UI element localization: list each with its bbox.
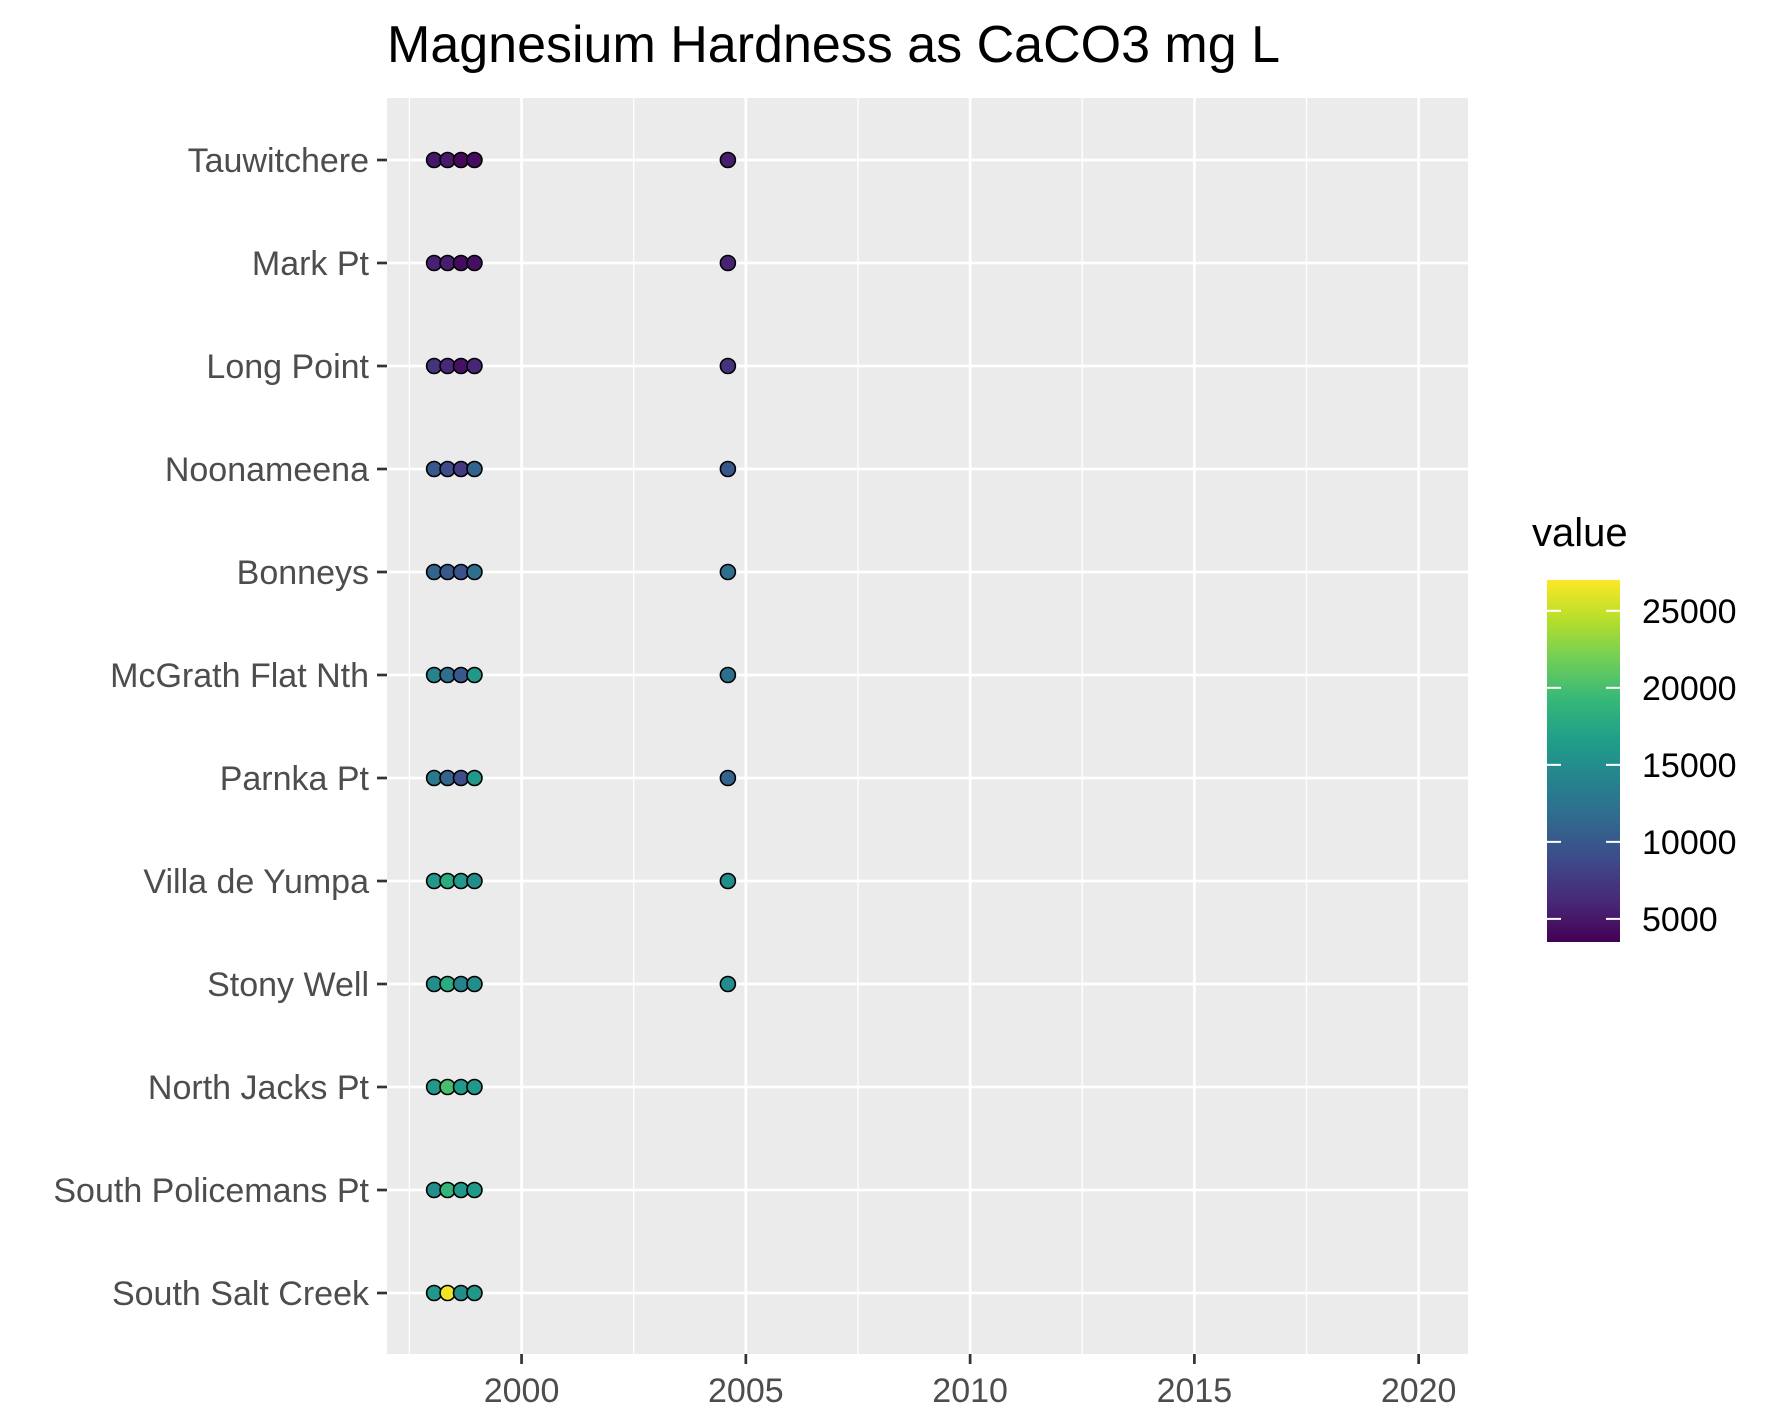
y-tick-label: Long Point: [206, 348, 369, 386]
data-points: [425, 151, 737, 1302]
data-point: [719, 460, 737, 478]
x-axis: 2000 2005 2010 2015 2020: [484, 1354, 1457, 1410]
data-point: [466, 666, 483, 684]
data-point: [719, 666, 737, 684]
data-point: [719, 151, 737, 169]
data-point: [466, 872, 483, 890]
data-point: [719, 254, 737, 272]
x-tick-label: 2020: [1381, 1372, 1457, 1410]
data-point: [466, 254, 483, 272]
x-tick-label: 2010: [932, 1372, 1008, 1410]
data-point: [719, 563, 737, 581]
legend-title: value: [1532, 511, 1628, 555]
data-point: [466, 1078, 483, 1096]
legend-tick-label: 10000: [1642, 824, 1737, 862]
y-tick-label: Noonameena: [165, 451, 369, 489]
data-point: [466, 975, 483, 993]
legend-tick-label: 20000: [1642, 670, 1737, 708]
data-point: [466, 1284, 483, 1302]
x-tick-label: 2000: [484, 1372, 560, 1410]
color-legend: value 5000 10000 15000 20000 25000: [1532, 511, 1737, 942]
y-tick-label: South Salt Creek: [112, 1275, 370, 1313]
y-tick-label: McGrath Flat Nth: [110, 657, 369, 695]
data-point: [466, 1181, 483, 1199]
data-point: [466, 357, 483, 375]
legend-tick-label: 5000: [1642, 901, 1718, 939]
legend-tick-label: 25000: [1642, 593, 1737, 631]
data-point: [719, 357, 737, 375]
y-tick-label: North Jacks Pt: [148, 1069, 370, 1107]
y-tick-label: Stony Well: [207, 966, 369, 1004]
x-tick-label: 2015: [1157, 1372, 1233, 1410]
y-tick-label: Parnka Pt: [220, 760, 370, 798]
data-point: [466, 460, 483, 478]
data-point: [719, 975, 737, 993]
data-point: [466, 151, 483, 169]
plot-panel: [387, 98, 1468, 1354]
y-tick-label: South Policemans Pt: [53, 1172, 369, 1210]
data-point: [466, 769, 483, 787]
data-point: [719, 769, 737, 787]
y-axis: Tauwitchere Mark Pt Long Point Noonameena Bo…: [53, 142, 387, 1313]
y-tick-label: Tauwitchere: [188, 142, 369, 180]
legend-tick-label: 15000: [1642, 747, 1737, 785]
y-tick-label: Villa de Yumpa: [143, 863, 369, 901]
y-tick-label: Bonneys: [237, 554, 369, 592]
colorbar: [1547, 580, 1620, 942]
data-point: [719, 872, 737, 890]
y-tick-label: Mark Pt: [252, 245, 370, 283]
x-tick-label: 2005: [708, 1372, 784, 1410]
data-point: [466, 563, 483, 581]
chart-title: Magnesium Hardness as CaCO3 mg L: [387, 16, 1280, 74]
panel-background: [387, 98, 1468, 1354]
